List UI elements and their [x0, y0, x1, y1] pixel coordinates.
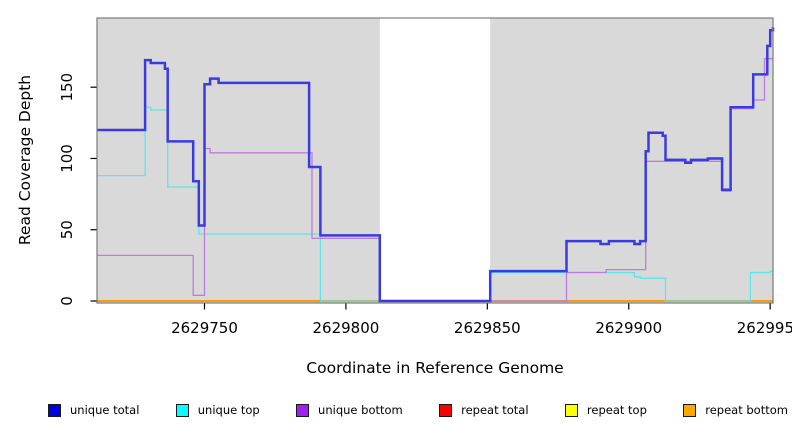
axis-ticks [90, 86, 771, 310]
plot-border [96, 17, 774, 304]
x-tick-label: 2629750 [171, 319, 238, 337]
legend-label: repeat bottom [705, 403, 788, 417]
x-tick-label: 2629800 [312, 319, 379, 337]
legend-item-repeat-bottom: repeat bottom [683, 403, 788, 417]
legend-label: repeat top [586, 403, 647, 417]
y-tick-label: 0 [58, 296, 76, 306]
y-tick-label: 50 [58, 220, 76, 239]
legend-item-repeat-total: repeat total [439, 403, 529, 417]
legend-label: unique top [197, 403, 260, 417]
y-tick-label: 100 [58, 144, 76, 173]
plot-background [97, 18, 773, 303]
legend-swatch-icon [564, 403, 578, 417]
legend-swatch-icon [683, 403, 697, 417]
coverage-gap-band [379, 18, 491, 303]
legend-label: unique bottom [318, 403, 403, 417]
legend-label: unique total [70, 403, 140, 417]
legend-swatch-icon [296, 403, 310, 417]
y-tick-label: 150 [58, 73, 76, 102]
series-line-unique-total [97, 27, 775, 303]
legend-item-unique-top: unique top [175, 403, 260, 417]
x-tick-label: 2629900 [595, 319, 662, 337]
legend-item-repeat-top: repeat top [564, 403, 647, 417]
legend-swatch-icon [439, 403, 453, 417]
legend-swatch-icon [48, 403, 61, 417]
legend-label: repeat total [461, 403, 529, 417]
chart-legend: unique total unique top unique bottom repea… [48, 398, 788, 422]
legend-swatch-icon [175, 403, 189, 417]
y-axis-title: Read Coverage Depth [16, 75, 34, 245]
legend-item-unique-total: unique total [48, 403, 139, 417]
legend-item-unique-bottom: unique bottom [296, 403, 403, 417]
x-axis-title: Coordinate in Reference Genome [306, 359, 563, 377]
series-lines [97, 27, 775, 303]
x-tick-label: 2629850 [454, 319, 521, 337]
